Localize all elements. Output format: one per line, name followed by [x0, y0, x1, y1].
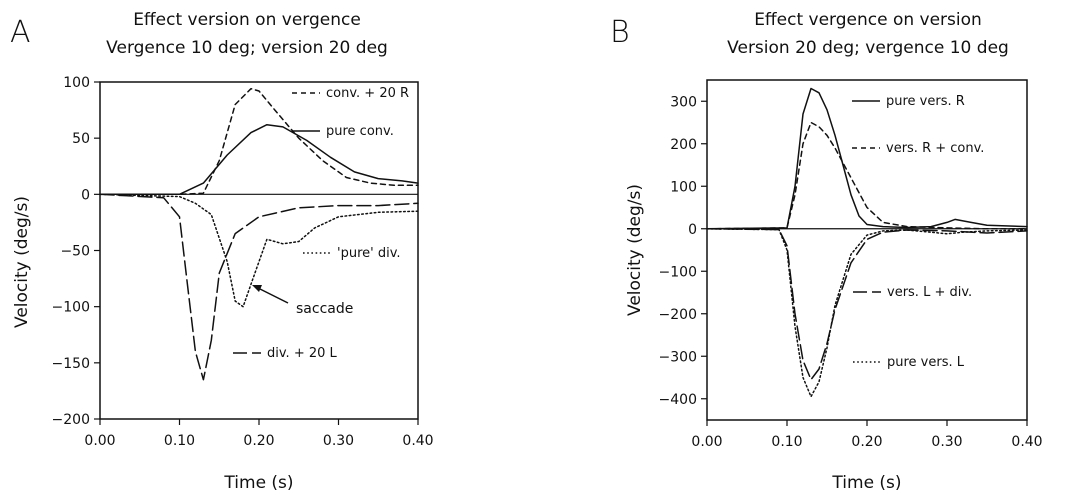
panel-b-y-axis-label: Velocity (deg/s): [625, 184, 645, 316]
y-tick-label: −50: [60, 244, 90, 260]
panel-b-x-axis-label: Time (s): [831, 473, 901, 493]
panel-a-title: Effect version on vergence: [133, 10, 361, 30]
panel-a: A Effect version on vergence Vergence 10…: [10, 10, 434, 493]
x-tick-label: 0.10: [164, 433, 195, 449]
panel-a-y-ticks: 100 50 0 −50 −100 −150 −200: [52, 75, 100, 428]
y-tick-label: −100: [659, 264, 697, 280]
y-tick-label: 100: [63, 75, 90, 91]
saccade-label: saccade: [296, 301, 353, 317]
panel-b-letter: B: [610, 15, 630, 50]
y-tick-label: 100: [670, 179, 697, 195]
series-line-1: [706, 121, 1028, 230]
panel-b-subtitle: Version 20 deg; vergence 10 deg: [727, 38, 1009, 58]
legend-label-2: 'pure' div.: [337, 246, 401, 261]
x-tick-label: 0.30: [323, 433, 354, 449]
panel-b-x-ticks: 0.00 0.10 0.20 0.30 0.40: [691, 420, 1043, 450]
panel-b: B Effect vergence on version Version 20 …: [610, 10, 1043, 493]
legend-label-0: pure vers. R: [886, 94, 965, 109]
panel-a-subtitle: Vergence 10 deg; version 20 deg: [106, 38, 388, 58]
x-tick-label: 0.00: [691, 434, 722, 450]
y-tick-label: −200: [52, 412, 90, 428]
series-line-0: [99, 87, 419, 196]
y-tick-label: 300: [670, 94, 697, 110]
saccade-arrow-head: [252, 285, 262, 292]
series-line-3: [706, 228, 1028, 398]
x-tick-label: 0.40: [402, 433, 433, 449]
series-line-3: [99, 193, 419, 381]
x-tick-label: 0.40: [1011, 434, 1042, 450]
y-tick-label: 50: [72, 131, 90, 147]
y-tick-label: 0: [81, 187, 90, 203]
panel-a-series: [99, 87, 419, 381]
legend-label-2: vers. L + div.: [887, 285, 972, 300]
panel-a-letter: A: [10, 15, 31, 50]
legend-label-1: vers. R + conv.: [886, 141, 984, 156]
panel-b-title: Effect vergence on version: [754, 10, 982, 30]
panel-a-x-ticks: 0.00 0.10 0.20 0.30 0.40: [84, 419, 434, 449]
saccade-arrow-shaft: [257, 287, 289, 304]
legend-label-0: conv. + 20 R: [326, 86, 409, 101]
legend-label-3: pure vers. L: [887, 355, 965, 370]
series-line-2: [706, 228, 1028, 381]
legend-label-1: pure conv.: [326, 124, 394, 139]
panel-b-plot-frame: [706, 79, 1028, 421]
y-tick-label: −100: [52, 300, 90, 316]
y-tick-label: 0: [688, 222, 697, 238]
x-tick-label: 0.20: [851, 434, 882, 450]
y-tick-label: −300: [659, 349, 697, 365]
series-line-2: [99, 193, 419, 308]
panel-b-series: [706, 87, 1028, 398]
y-tick-label: −200: [659, 307, 697, 323]
legend-label-3: div. + 20 L: [267, 346, 338, 361]
panel-a-x-axis-label: Time (s): [223, 473, 293, 493]
x-tick-label: 0.10: [771, 434, 802, 450]
panel-b-legend: pure vers. R vers. R + conv. vers. L + div…: [852, 94, 984, 370]
panel-a-saccade-annotation: saccade: [252, 285, 353, 317]
panel-a-y-axis-label: Velocity (deg/s): [12, 196, 32, 328]
x-tick-label: 0.20: [243, 433, 274, 449]
y-tick-label: 200: [670, 137, 697, 153]
panel-b-y-ticks: 300 200 100 0 −100 −200 −300 −400: [659, 94, 707, 408]
x-tick-label: 0.30: [931, 434, 962, 450]
y-tick-label: −400: [659, 392, 697, 408]
series-line-0: [706, 87, 1028, 230]
panel-a-legend: conv. + 20 R pure conv. 'pure' div. div. + …: [233, 86, 409, 361]
y-tick-label: −150: [52, 356, 90, 372]
series-line-1: [99, 123, 419, 196]
x-tick-label: 0.00: [84, 433, 115, 449]
